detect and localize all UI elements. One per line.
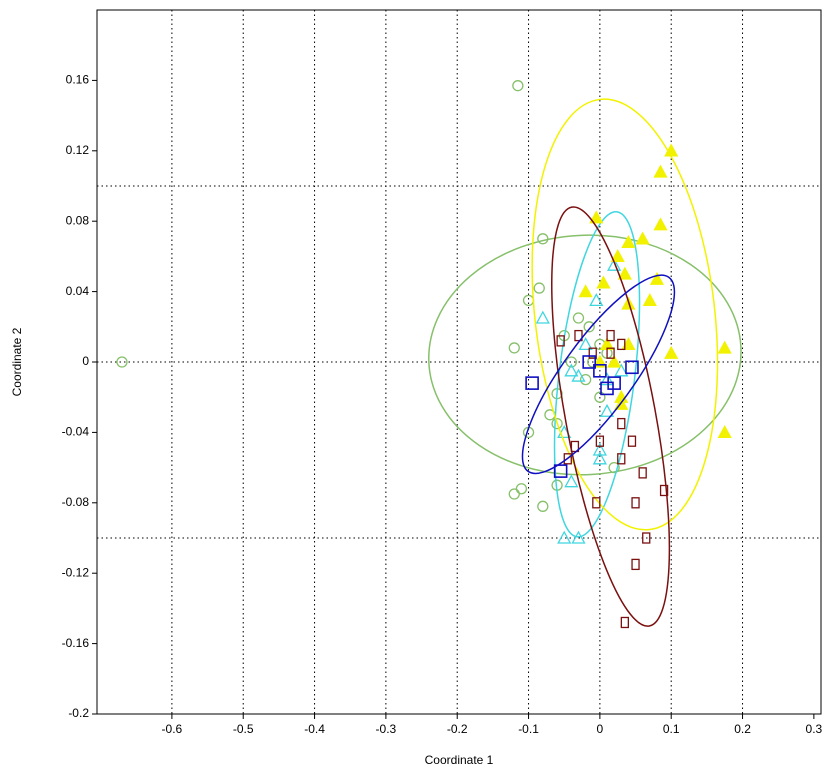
point — [589, 210, 604, 224]
y-axis-label: Coordinate 2 — [10, 327, 24, 396]
y-tick-label: -0.04 — [62, 425, 90, 439]
point — [617, 266, 632, 280]
x-tick-label: 0.1 — [663, 722, 680, 736]
y-tick-label: -0.2 — [68, 706, 89, 720]
point — [620, 616, 629, 629]
point — [508, 342, 520, 354]
point — [638, 467, 647, 479]
y-tick-label: 0 — [82, 354, 89, 368]
point — [593, 363, 607, 378]
point — [659, 484, 669, 497]
x-tick-label: 0 — [597, 722, 604, 736]
point — [596, 275, 611, 289]
point — [599, 372, 615, 386]
point — [571, 368, 586, 382]
y-tick-label: -0.16 — [62, 636, 90, 650]
point — [553, 464, 568, 478]
point — [607, 354, 622, 368]
point — [551, 417, 563, 430]
y-tick-label: -0.08 — [62, 495, 90, 509]
point — [582, 355, 596, 369]
point — [557, 530, 572, 544]
point — [574, 329, 583, 342]
point — [578, 284, 593, 298]
point — [607, 257, 622, 271]
point — [583, 321, 595, 333]
point — [631, 558, 640, 571]
point — [625, 360, 639, 375]
y-tick-label: 0.04 — [66, 284, 90, 298]
y-tick-label: 0.12 — [66, 143, 90, 157]
point — [535, 310, 550, 324]
point — [556, 335, 565, 347]
x-tick-label: -0.4 — [304, 722, 325, 736]
point — [649, 271, 665, 285]
point — [589, 293, 604, 307]
point — [537, 233, 549, 245]
point — [627, 435, 637, 447]
point — [617, 338, 626, 351]
point — [606, 329, 615, 342]
point — [588, 347, 597, 359]
point — [508, 488, 520, 500]
point — [642, 532, 651, 544]
point — [579, 373, 592, 386]
point — [653, 217, 668, 231]
confidence-ellipse — [551, 206, 671, 627]
point — [116, 356, 128, 368]
confidence-ellipse — [428, 234, 742, 476]
point — [621, 234, 636, 248]
point — [610, 249, 625, 263]
point — [664, 143, 679, 157]
y-tick-label: 0.16 — [66, 73, 90, 87]
point — [614, 363, 629, 377]
point — [653, 164, 668, 178]
point — [564, 474, 579, 488]
y-tick-label: 0.08 — [66, 213, 90, 227]
point — [571, 530, 586, 544]
point — [631, 497, 640, 509]
point — [578, 337, 593, 351]
point — [608, 461, 620, 474]
point — [592, 451, 607, 465]
point — [595, 435, 605, 447]
point — [617, 453, 626, 465]
point — [512, 80, 524, 92]
point — [564, 363, 579, 377]
confidence-ellipse — [521, 274, 676, 475]
point — [592, 497, 601, 509]
x-tick-label: -0.6 — [162, 722, 183, 736]
point — [599, 403, 615, 417]
x-tick-label: -0.5 — [233, 722, 254, 736]
point — [537, 500, 549, 512]
plot-frame — [96, 9, 822, 715]
point — [525, 376, 539, 390]
point — [563, 453, 572, 465]
confidence-ellipse — [531, 98, 719, 531]
x-tick-label: 0.2 — [734, 722, 751, 736]
y-tick-label: -0.12 — [62, 565, 90, 579]
point — [515, 483, 528, 495]
point — [594, 391, 606, 403]
x-tick-label: -0.2 — [447, 722, 468, 736]
point — [572, 312, 585, 324]
point — [607, 376, 621, 390]
point — [664, 345, 679, 359]
point — [533, 282, 545, 294]
confidence-ellipse — [553, 211, 641, 538]
x-axis-label: Coordinate 1 — [425, 753, 494, 767]
point — [570, 440, 580, 453]
point — [565, 356, 577, 368]
point — [717, 425, 732, 439]
x-tick-label: -0.3 — [376, 722, 397, 736]
point — [642, 293, 657, 307]
x-tick-label: 0.3 — [806, 722, 823, 736]
point — [635, 231, 650, 245]
point — [592, 442, 607, 456]
point — [606, 347, 615, 359]
x-tick-label: -0.1 — [518, 722, 539, 736]
point — [617, 417, 626, 430]
point — [717, 340, 732, 354]
